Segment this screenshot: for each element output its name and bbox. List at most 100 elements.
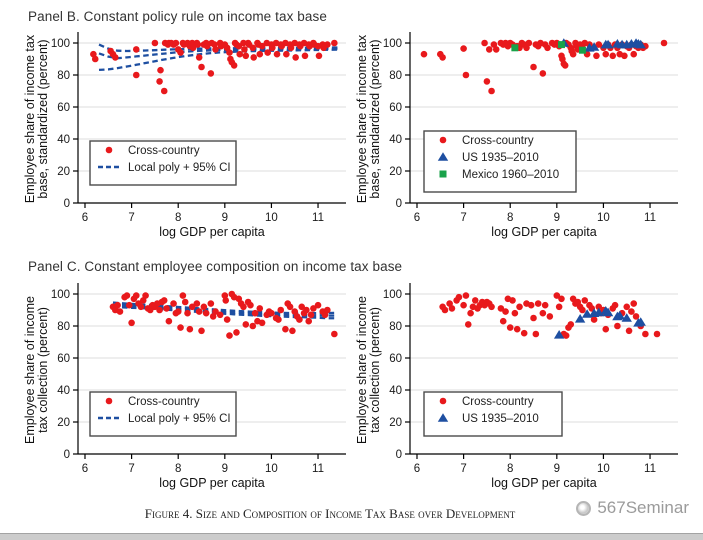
data-point-dot [546,313,554,320]
data-point-dot [174,308,182,315]
data-point-dot [324,41,331,48]
data-point-dot [460,45,467,52]
panel-b-left-chart: 0 20 40 60 80 100 6 7 8 9 10 11 log GDP per capita Em… [23,32,346,239]
data-point-dot [561,62,569,69]
data-point-dot [289,327,296,335]
data-point-triangle [602,307,614,317]
x-tick-label: 10 [265,212,278,224]
data-point-dot [179,292,187,299]
x-tick-label: 7 [460,463,466,475]
data-point-dot [233,329,240,336]
y-tick-label: 80 [389,70,402,82]
data-point-dot [275,316,282,323]
x-tick-label: 7 [128,212,134,224]
data-point-dot [132,292,140,299]
series-dot [109,290,338,339]
data-point-dot [256,305,264,312]
data-point-triangle [635,39,646,49]
y-tick-label: 100 [383,38,402,50]
data-point-dot [137,303,145,311]
y-tick-label: 80 [57,70,70,82]
data-point-dot [177,49,184,56]
x-tick-label: 10 [265,463,278,475]
data-point-square [511,44,519,52]
data-point-dot [212,46,219,53]
data-point-dot [441,306,449,314]
data-point-square [578,46,586,54]
data-point-dot [562,332,570,339]
data-point-dot [581,297,589,304]
data-point-dot [492,46,500,53]
data-point-dot [292,54,299,61]
legend-label: Local poly + 95% CI [128,413,231,425]
data-point-dot [157,66,164,74]
legend-label: Local poly + 95% CI [128,162,231,174]
data-point-dot [156,306,163,314]
data-point-dot [105,397,113,405]
data-point-dot [172,39,180,47]
data-point-dot [195,54,203,61]
data-point-dot [303,306,310,314]
data-point-square [439,170,447,178]
data-point-dot [105,146,113,154]
data-point-dot [116,308,124,315]
x-tick-label: 11 [312,212,324,224]
data-point-dot [539,309,547,317]
data-point-dot [249,322,257,330]
data-point-dot [611,301,619,309]
data-point-dot [315,52,323,60]
data-point-dot [230,62,238,69]
y-tick-label: 60 [57,102,70,114]
data-point-dot [114,301,121,309]
data-point-dot [499,317,507,325]
data-point-dot [91,55,99,63]
data-point-dot [614,322,621,330]
y-tick-label: 100 [383,289,402,301]
y-axis-label: Employee share of income taxbase, standa… [23,34,50,203]
y-tick-label: 60 [57,353,70,365]
y-tick-label: 100 [51,38,70,50]
x-tick-label: 8 [507,212,513,224]
watermark: 567Seminar [576,498,689,518]
y-tick-label: 40 [57,134,70,146]
y-axis-label: Employee share of income taxbase, standa… [355,34,382,203]
data-point-dot [250,54,258,61]
y-tick-label: 20 [389,166,402,178]
x-axis-label: log GDP per capita [159,225,264,239]
data-point-dot [198,327,205,335]
x-tick-label: 9 [222,212,228,224]
data-point-dot [186,325,194,333]
x-tick-label: 10 [597,212,610,224]
data-point-dot [488,303,495,311]
data-point-dot [207,300,215,307]
data-point-dot [509,297,516,304]
x-tick-label: 10 [597,463,610,475]
data-point-dot [530,314,537,322]
figure-caption: Figure 4. Size and Composition of Income… [144,506,516,521]
data-point-dot [258,319,266,327]
data-point-dot [258,42,266,50]
data-point-dot [128,319,135,327]
data-point-dot [160,87,168,95]
data-point-dot [132,46,140,53]
data-point-dot [203,42,211,50]
data-point-dot [207,70,215,77]
data-point-dot [222,297,230,304]
data-point-dot [462,71,470,79]
data-point-dot [595,41,603,48]
x-tick-label: 6 [414,463,420,475]
x-tick-label: 11 [644,463,656,475]
y-axis-label: Employee share of incometax collection (… [355,296,382,444]
y-tick-label: 40 [57,385,70,397]
panel-b-title: Panel B. Constant policy rule on income … [28,9,327,24]
data-point-dot [298,303,306,311]
data-point-dot [485,46,493,53]
data-point-dot [160,297,168,304]
data-point-dot [625,327,633,335]
data-point-dot [621,52,628,60]
data-point-triangle [588,42,600,51]
data-point-dot [532,330,540,338]
data-point-dot [324,306,331,314]
x-axis-label: log GDP per capita [491,225,596,239]
data-point-dot [125,301,133,309]
